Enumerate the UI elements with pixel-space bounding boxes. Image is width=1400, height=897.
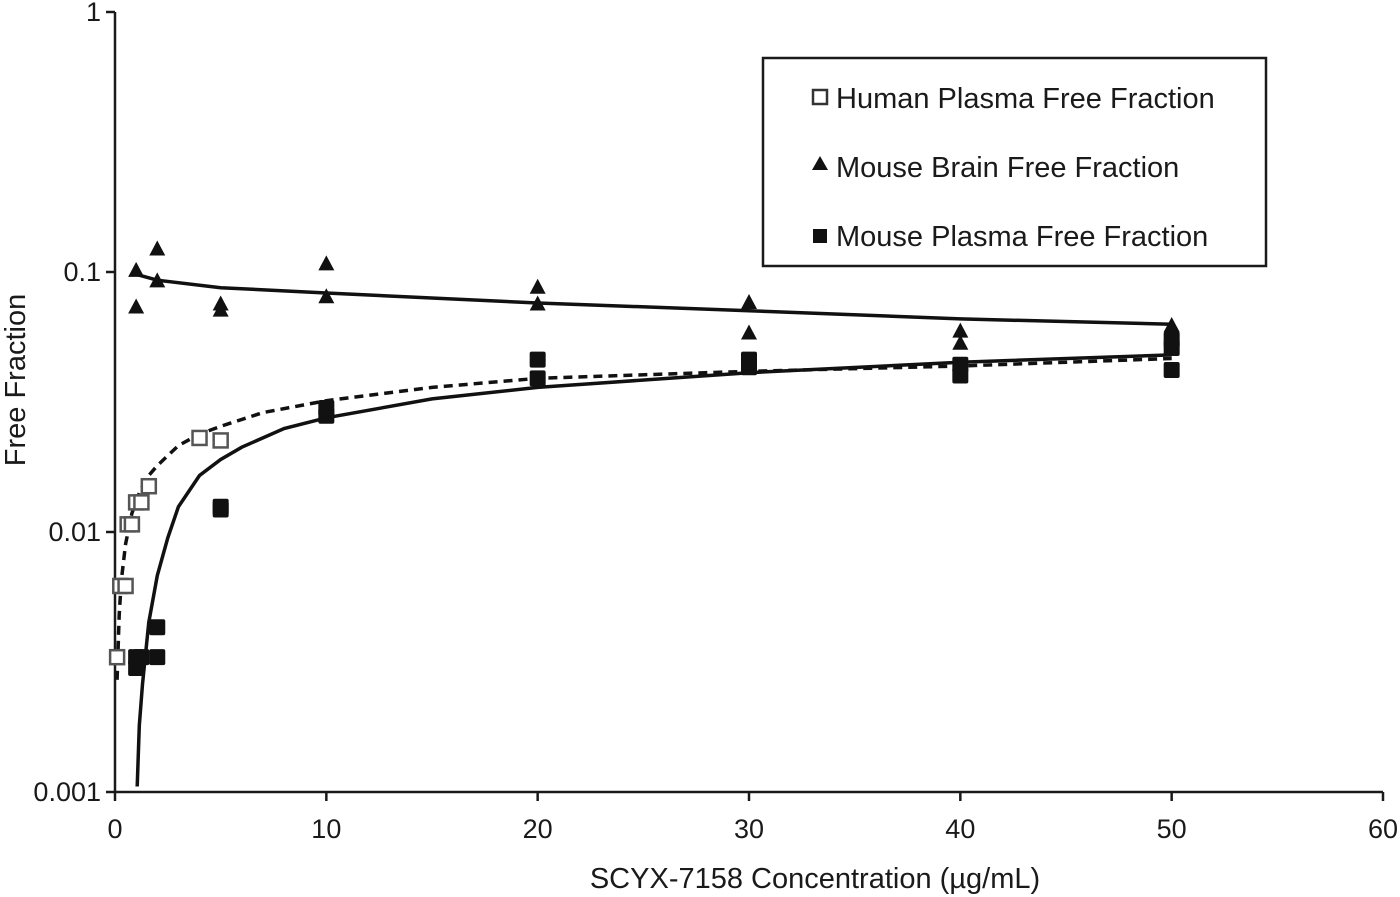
point-human-plasma (117, 577, 134, 595)
fit-curve-mouse-brain (135, 272, 1172, 326)
legend: Human Plasma Free Fraction Mouse Brain F… (761, 56, 1268, 268)
point-mouse-plasma (529, 370, 546, 387)
point-human-plasma (140, 477, 158, 495)
data-points (108, 240, 1180, 676)
point-mouse-brain (529, 278, 546, 294)
point-mouse-brain (1163, 316, 1180, 332)
fit-curves (115, 272, 1172, 787)
point-mouse-plasma (318, 407, 335, 424)
point-mouse-brain (952, 322, 969, 338)
point-mouse-plasma (1163, 340, 1180, 357)
point-human-plasma (133, 494, 150, 511)
point-mouse-brain (952, 334, 969, 350)
legend-marker-triangle (812, 156, 828, 170)
x-tick-label: 10 (311, 814, 341, 844)
legend-label-mouse-brain: Mouse Brain Free Fraction (836, 152, 1179, 184)
point-human-plasma (191, 429, 208, 447)
point-human-plasma (123, 516, 141, 533)
fit-curve-human-plasma (115, 356, 1172, 680)
x-tick-label: 40 (945, 814, 975, 844)
point-mouse-plasma (741, 359, 757, 376)
y-tick-label: 0.01 (48, 517, 101, 547)
x-tick-label: 0 (107, 814, 122, 844)
legend-label-mouse-plasma: Mouse Plasma Free Fraction (836, 221, 1208, 253)
point-mouse-plasma (149, 619, 166, 636)
x-tick-label: 60 (1368, 814, 1398, 844)
fit-curve-mouse-plasma (135, 353, 1172, 787)
y-axis-title: Free Fraction (0, 294, 32, 466)
point-mouse-brain (149, 240, 166, 256)
x-tick-label: 30 (734, 814, 764, 844)
point-mouse-brain (128, 298, 145, 314)
x-axis-title: SCYX-7158 Concentration (µg/mL) (590, 863, 1040, 895)
point-mouse-brain (529, 295, 546, 311)
point-mouse-plasma (212, 501, 229, 518)
y-tick-label: 1 (86, 0, 101, 27)
legend-marker-filled-square (813, 229, 827, 243)
point-mouse-brain (212, 301, 229, 317)
legend-label-human-plasma: Human Plasma Free Fraction (836, 83, 1215, 115)
ticks: 0 10 20 30 40 50 60 0.001 0.01 0.1 1 (33, 0, 1398, 844)
point-mouse-brain (128, 261, 145, 277)
point-mouse-brain (741, 293, 757, 309)
y-tick-label: 0.001 (33, 777, 101, 807)
point-mouse-brain (149, 272, 166, 288)
point-mouse-brain (318, 255, 335, 271)
y-tick-label: 0.1 (63, 257, 101, 287)
legend-box (761, 56, 1268, 268)
legend-marker-open-square (811, 88, 829, 106)
x-tick-label: 50 (1157, 814, 1187, 844)
point-human-plasma (212, 432, 229, 449)
point-mouse-plasma (133, 649, 150, 666)
point-mouse-plasma (529, 351, 546, 368)
x-tick-label: 20 (523, 814, 553, 844)
point-mouse-plasma (149, 649, 166, 666)
point-mouse-brain (741, 324, 757, 340)
point-mouse-brain (318, 288, 335, 304)
point-mouse-plasma (952, 367, 969, 384)
point-human-plasma (108, 648, 126, 666)
point-mouse-plasma (1163, 361, 1180, 378)
